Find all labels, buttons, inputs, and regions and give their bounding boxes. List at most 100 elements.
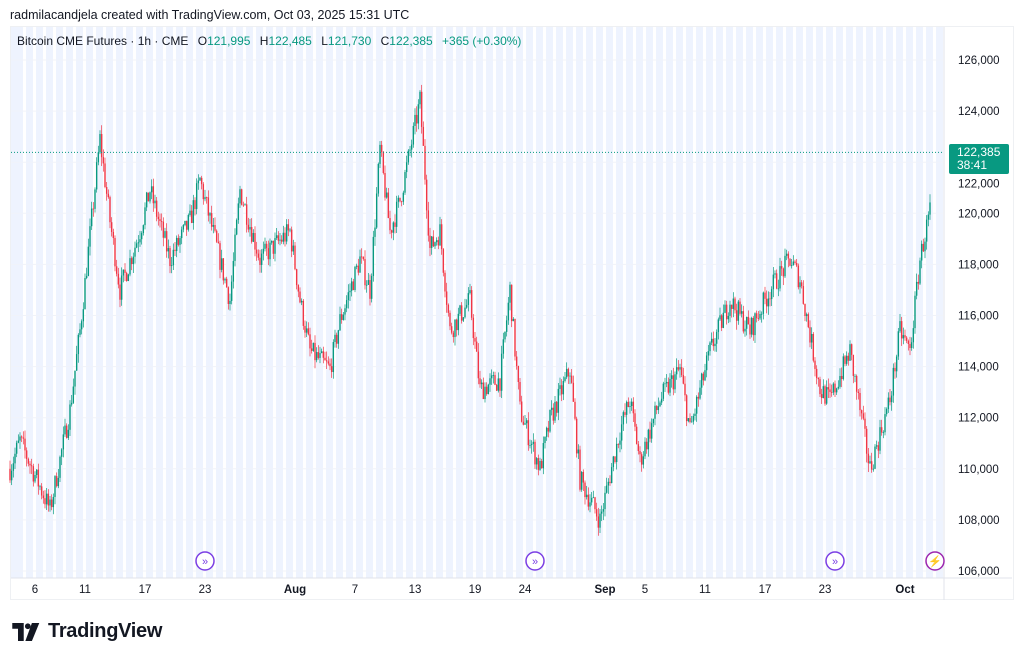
- candle-body: [680, 367, 683, 376]
- session-background: [286, 27, 293, 578]
- session-background: [696, 27, 703, 578]
- candle-body: [497, 378, 500, 391]
- candle-body: [817, 377, 820, 380]
- candle-body: [364, 259, 366, 286]
- candle-body: [502, 339, 505, 354]
- session-background: [576, 27, 583, 578]
- candle-body: [705, 355, 708, 371]
- candle-body: [880, 427, 883, 433]
- candle-body: [714, 343, 716, 347]
- candle-body: [390, 230, 393, 233]
- candle-body: [12, 463, 15, 471]
- candle-body: [124, 269, 126, 273]
- symbol-title[interactable]: Bitcoin CME Futures · 1h · CME: [17, 34, 189, 48]
- candle-body: [314, 342, 316, 361]
- logo-text: TradingView: [48, 620, 163, 642]
- candle-body: [407, 150, 410, 163]
- candle-body: [807, 314, 810, 328]
- candle-body: [632, 401, 635, 414]
- candle-body: [725, 304, 728, 320]
- candle-body: [334, 334, 336, 343]
- candle-body: [379, 144, 381, 164]
- session-background: [146, 27, 153, 578]
- candle-body: [749, 324, 751, 335]
- candle-body: [654, 405, 656, 419]
- session-background: [756, 27, 763, 578]
- candle-body: [339, 314, 341, 331]
- candle-body: [144, 207, 146, 226]
- session-background: [776, 27, 783, 578]
- candle-body: [60, 449, 63, 457]
- candle-body: [709, 342, 711, 352]
- candle-body: [422, 126, 425, 146]
- candle-body: [389, 218, 391, 231]
- candle-body: [17, 440, 20, 443]
- candle-body: [310, 348, 313, 351]
- session-background: [196, 27, 203, 578]
- candle-body: [215, 230, 218, 242]
- candle-body: [455, 319, 458, 331]
- candle-body: [159, 219, 161, 222]
- candle-body: [337, 330, 340, 344]
- candle-body: [117, 273, 120, 285]
- candle-body: [847, 355, 850, 361]
- candle-body: [192, 200, 195, 223]
- candle-body: [519, 381, 521, 402]
- candle-body: [115, 266, 118, 274]
- candle-body: [122, 269, 125, 276]
- candle-body: [674, 374, 676, 390]
- session-background: [596, 27, 603, 578]
- tradingview-logo[interactable]: TradingView: [12, 620, 162, 643]
- candle-body: [370, 276, 373, 299]
- candle-body: [217, 241, 220, 244]
- candle-body: [720, 315, 723, 328]
- candle-body: [882, 432, 885, 434]
- session-background: [866, 27, 873, 578]
- candle-body: [170, 265, 173, 267]
- candle-body: [140, 233, 143, 240]
- candle-body: [142, 225, 145, 234]
- candle-body: [874, 446, 876, 469]
- candle-body: [840, 375, 843, 380]
- candle-body: [517, 366, 520, 382]
- candle-body: [744, 328, 746, 332]
- candle-body: [352, 281, 355, 291]
- session-background: [246, 27, 253, 578]
- candle-body: [919, 260, 921, 284]
- candle-body: [67, 429, 70, 438]
- candle-body: [899, 321, 901, 332]
- candle-body: [82, 309, 85, 322]
- candle-body: [85, 275, 88, 279]
- candle-body: [739, 301, 741, 314]
- session-background: [276, 27, 283, 578]
- candle-body: [417, 104, 420, 124]
- candle-body: [887, 397, 890, 410]
- candle-body: [670, 375, 673, 379]
- session-background: [96, 27, 103, 578]
- candle-body: [220, 258, 223, 270]
- candle-body: [735, 310, 738, 321]
- candle-body: [785, 253, 788, 256]
- candle-body: [264, 243, 266, 249]
- candle-body: [224, 278, 226, 281]
- candle-body: [89, 226, 91, 247]
- candle-body: [230, 281, 233, 301]
- candle-body: [814, 360, 816, 369]
- candle-body: [520, 401, 523, 422]
- candle-body: [690, 421, 693, 423]
- candle-body: [850, 344, 853, 355]
- candle-body: [567, 368, 570, 377]
- price-chart[interactable]: 126,000 124,000 122,000 120,000 118,000 116,0…: [0, 0, 1024, 610]
- candle-body: [687, 418, 690, 422]
- candle-body: [249, 227, 251, 230]
- session-background: [656, 27, 663, 578]
- candle-body: [915, 281, 918, 296]
- candle-body: [449, 312, 451, 327]
- candle-body: [470, 290, 473, 318]
- candle-body: [50, 499, 53, 508]
- candle-body: [70, 402, 73, 405]
- candle-body: [197, 180, 200, 184]
- candle-body: [289, 229, 291, 231]
- candle-body: [545, 427, 548, 437]
- candle-body: [585, 494, 588, 498]
